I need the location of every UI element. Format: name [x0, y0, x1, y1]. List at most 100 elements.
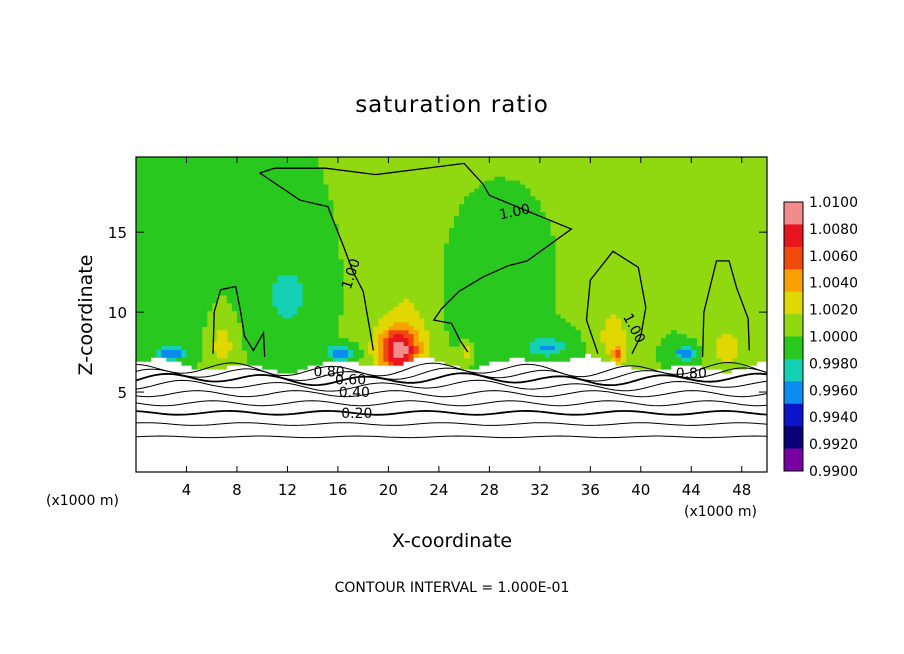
- field-cell: [625, 377, 632, 383]
- field-cell: [141, 326, 147, 331]
- field-cell: [242, 290, 248, 296]
- field-cell: [297, 342, 304, 347]
- field-cell: [181, 405, 188, 410]
- field-cell: [479, 227, 485, 233]
- field-cell: [166, 184, 172, 190]
- field-cell: [726, 373, 733, 379]
- field-cell: [166, 302, 172, 308]
- field-cell: [322, 357, 329, 363]
- field-cell: [418, 338, 425, 343]
- field-cell: [191, 223, 198, 229]
- field-cell: [605, 342, 612, 347]
- field-cell: [156, 267, 162, 272]
- field-cell: [186, 412, 193, 418]
- field-cell: [761, 401, 767, 406]
- field-cell: [544, 405, 551, 410]
- field-cell: [479, 298, 485, 304]
- field-cell: [645, 393, 652, 398]
- field-cell: [620, 369, 627, 375]
- field-cell: [706, 397, 713, 402]
- field-cell: [731, 369, 738, 375]
- field-cell: [701, 405, 708, 410]
- field-cell: [181, 306, 188, 312]
- field-cell: [666, 397, 672, 402]
- field-cell: [585, 409, 591, 414]
- field-cell: [277, 409, 283, 414]
- field-cell: [317, 267, 324, 272]
- field-cell: [201, 223, 208, 229]
- field-cell: [242, 286, 248, 292]
- field-cell: [317, 196, 324, 201]
- field-cell: [731, 346, 738, 351]
- field-cell: [393, 334, 400, 339]
- field-cell: [448, 377, 455, 383]
- field-cell: [166, 393, 172, 398]
- field-cell: [378, 338, 384, 343]
- field-cell: [716, 401, 723, 406]
- field-cell: [307, 180, 314, 186]
- field-cell: [191, 334, 198, 339]
- field-cell: [307, 247, 314, 253]
- field-cell: [292, 160, 299, 166]
- field-cell: [247, 361, 253, 367]
- field-cell: [292, 223, 299, 229]
- field-cell: [231, 294, 238, 300]
- field-cell: [151, 239, 157, 245]
- field-cell: [459, 401, 465, 406]
- field-cell: [257, 310, 263, 316]
- field-cell: [287, 263, 294, 268]
- field-cell: [272, 235, 278, 241]
- field-cell: [494, 349, 501, 355]
- field-cell: [312, 239, 319, 245]
- field-cell: [519, 223, 526, 229]
- field-cell: [655, 416, 662, 422]
- field-cell: [499, 314, 506, 320]
- field-cell: [544, 377, 551, 383]
- field-cell: [696, 397, 702, 402]
- field-cell: [645, 412, 652, 418]
- field-cell: [650, 416, 657, 422]
- field-cell: [262, 275, 268, 280]
- field-cell: [474, 227, 480, 233]
- field-cell: [443, 326, 450, 331]
- field-cell: [701, 369, 708, 375]
- field-cell: [459, 381, 465, 386]
- field-cell: [484, 227, 490, 233]
- field-cell: [226, 389, 233, 394]
- field-cell: [221, 279, 228, 284]
- field-cell: [393, 412, 400, 418]
- field-cell: [373, 409, 379, 414]
- field-cell: [499, 247, 506, 253]
- field-cell: [252, 223, 258, 229]
- field-cell: [252, 353, 258, 359]
- field-cell: [226, 401, 233, 406]
- field-cell: [267, 180, 273, 186]
- field-cell: [282, 318, 289, 323]
- field-cell: [565, 405, 571, 410]
- field-cell: [141, 342, 147, 347]
- field-cell: [191, 180, 198, 186]
- field-cell: [272, 251, 278, 257]
- field-cell: [570, 401, 576, 406]
- field-cell: [489, 373, 496, 379]
- field-cell: [307, 263, 314, 268]
- field-cell: [181, 283, 188, 288]
- field-cell: [433, 365, 440, 371]
- field-cell: [464, 212, 470, 217]
- field-cell: [191, 216, 198, 221]
- field-cell: [549, 318, 556, 323]
- field-cell: [181, 357, 188, 363]
- field-cell: [136, 164, 142, 170]
- field-cell: [408, 381, 415, 386]
- field-cell: [499, 263, 506, 268]
- field-cell: [267, 401, 273, 406]
- field-cell: [206, 216, 213, 221]
- field-cell: [176, 157, 183, 162]
- field-cell: [206, 283, 213, 288]
- field-cell: [494, 361, 501, 367]
- field-cell: [201, 220, 208, 225]
- field-cell: [519, 397, 526, 402]
- field-cell: [322, 208, 329, 213]
- field-cell: [448, 310, 455, 316]
- field-cell: [696, 412, 702, 418]
